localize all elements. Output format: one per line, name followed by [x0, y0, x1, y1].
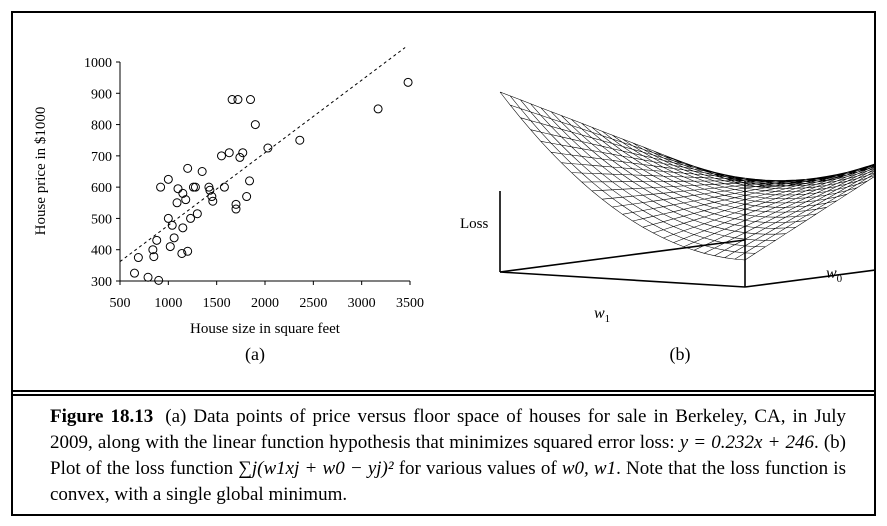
data-point [172, 198, 182, 208]
data-point [245, 176, 255, 186]
data-point [235, 152, 245, 162]
data-point [403, 77, 413, 87]
figure-label: Figure 18.13 [50, 406, 154, 427]
caption-text-1: (a) Data points of price versus floor sp… [50, 406, 847, 453]
data-point [227, 95, 237, 105]
y-axis-label: House price in $1000 [33, 107, 49, 236]
data-point [207, 192, 217, 202]
caption-text-4: . Note that the loss function is convex,… [50, 458, 846, 505]
panel-b-label: (b) [670, 344, 691, 365]
data-point [183, 163, 193, 173]
loss-axis-label: Loss [460, 216, 489, 232]
caption-divider [11, 390, 876, 396]
y-tick-label: 900 [91, 87, 112, 102]
data-point [156, 182, 166, 192]
floor-edge-back [499, 239, 746, 273]
caption-text-3: for various values of [393, 458, 562, 479]
data-point [205, 185, 215, 195]
data-point [149, 252, 159, 262]
data-point [188, 182, 198, 192]
w1-axis-line [499, 271, 746, 288]
data-point [373, 104, 383, 114]
caption-equation-2: ∑j(w1xj + w0 − yj)² [238, 458, 394, 479]
data-point [197, 167, 207, 176]
data-point [263, 143, 273, 153]
panel-a-label: (a) [245, 344, 265, 365]
x-tick-label: 2000 [251, 296, 279, 311]
y-tick-label: 600 [91, 181, 112, 196]
data-point [224, 148, 234, 158]
data-point [208, 196, 218, 206]
data-point [167, 220, 177, 230]
data-point [246, 95, 255, 105]
data-point [178, 188, 188, 198]
data-point [163, 213, 173, 223]
x-tick-label: 1500 [203, 296, 231, 311]
data-point [192, 209, 202, 219]
data-point [165, 242, 175, 252]
data-point [190, 182, 200, 192]
data-point [154, 275, 164, 285]
y-tick-label: 500 [91, 212, 112, 227]
data-point [295, 135, 305, 145]
data-point [177, 248, 187, 258]
loss-surface-plot: Loss w1 w0 (b) [460, 91, 876, 365]
scatter-plot: 300 400 500 600 700 800 900 1000 500 1000 1500 2000… [33, 47, 424, 365]
data-point [186, 213, 196, 223]
w0-axis-label: w0 [826, 265, 843, 285]
x-tick-label: 3500 [396, 296, 424, 311]
x-tick-label: 500 [110, 296, 131, 311]
x-axis-label: House size in square feet [190, 321, 341, 337]
caption-equation-1: y = 0.232x + 246 [679, 432, 814, 453]
data-point [231, 204, 241, 214]
data-point [163, 174, 173, 184]
x-tick-label: 2500 [299, 296, 327, 311]
data-point [173, 184, 183, 194]
data-point [219, 182, 229, 192]
data-point [233, 95, 243, 105]
caption-text-2: . (b) Plot of the loss function [50, 432, 847, 479]
y-tick-label: 300 [91, 275, 112, 290]
fit-line [119, 47, 406, 263]
y-tick-label: 700 [91, 150, 112, 165]
w1-axis-label: w1 [594, 305, 610, 325]
x-tick-label: 1000 [154, 296, 182, 311]
data-point [133, 253, 143, 263]
loss-surface-mesh [499, 91, 876, 261]
figure-caption: Figure 18.13 (a) Data points of price ver… [50, 404, 846, 508]
y-tick-label: 1000 [84, 56, 112, 71]
data-point [238, 148, 248, 158]
w0-axis-line [744, 269, 876, 288]
data-point [217, 151, 226, 161]
x-tick-label: 3000 [348, 296, 376, 311]
data-point [231, 199, 241, 209]
data-point [169, 233, 179, 243]
caption-equation-3: w0, w1 [561, 458, 617, 479]
y-tick-label: 400 [91, 244, 112, 259]
data-point [242, 192, 252, 202]
data-point [130, 268, 139, 278]
y-tick-label: 800 [91, 119, 112, 134]
data-point [183, 246, 193, 256]
figure-frame [11, 11, 876, 516]
data-point [152, 235, 162, 245]
data-point [143, 272, 153, 282]
data-point [250, 120, 260, 130]
data-point [178, 223, 188, 233]
data-point [181, 195, 191, 205]
data-point [148, 245, 158, 255]
